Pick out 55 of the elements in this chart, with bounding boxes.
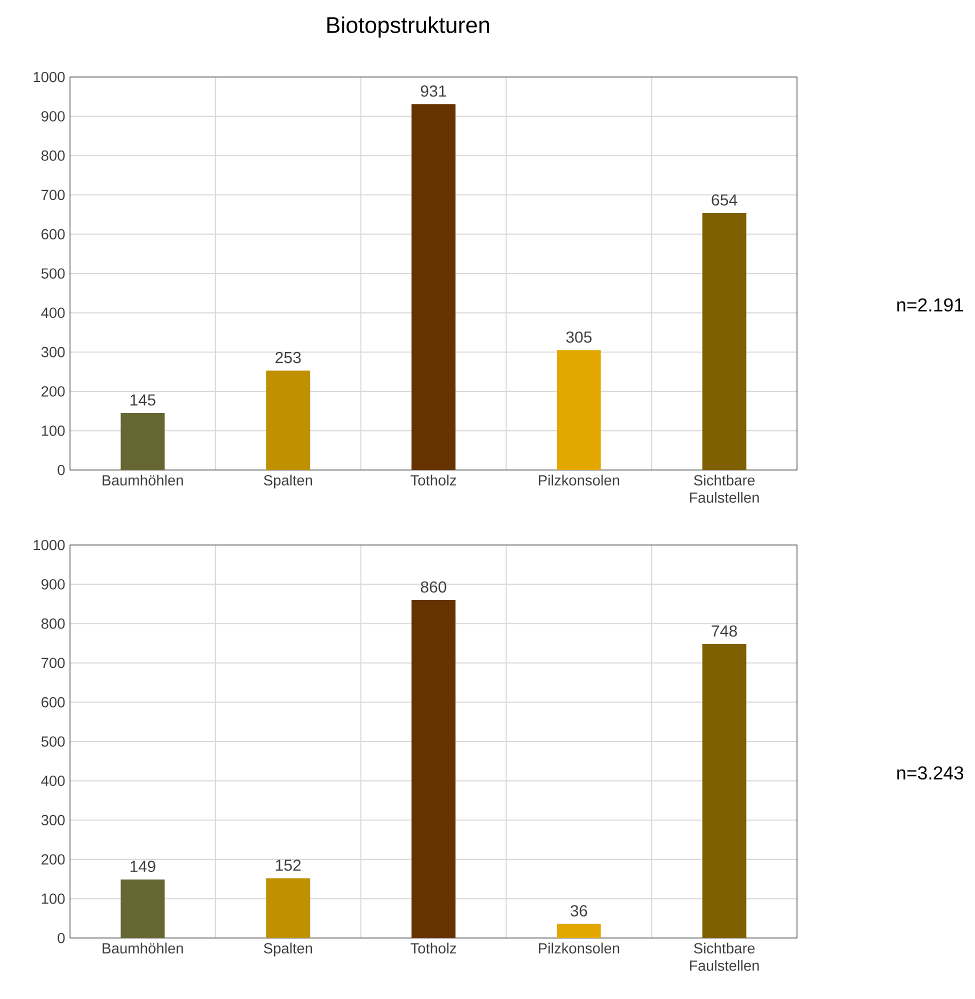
data-label: 149 [130, 860, 156, 872]
y-tick-label: 700 [42, 658, 65, 668]
y-tick-label: 0 [58, 932, 65, 944]
data-label: 145 [130, 394, 156, 406]
y-tick-label: 200 [42, 386, 65, 397]
bar [120, 879, 165, 938]
y-tick-label: 100 [42, 894, 65, 904]
x-tick-label: Pilzkonsolen [538, 942, 620, 954]
bar [702, 212, 746, 470]
y-tick-label: 800 [41, 150, 65, 161]
x-tick-label: Pilzkonsolen [538, 474, 620, 486]
y-tick-label: 400 [41, 308, 65, 318]
x-tick-label: Spalten [264, 474, 312, 488]
y-tick-label: 600 [42, 697, 65, 708]
data-label: 253 [276, 352, 301, 364]
chart-title: Biotopstrukturen [327, 16, 490, 38]
x-tick-label: Baumhöhlen [102, 942, 183, 954]
y-tick-label: 600 [42, 229, 65, 240]
data-label: 860 [420, 581, 446, 593]
x-tick-label: Sichtbare Faulstellen [690, 942, 759, 971]
bar [412, 600, 456, 938]
y-tick-label: 400 [41, 776, 65, 786]
y-tick-label: 700 [42, 190, 65, 200]
bar [556, 924, 601, 938]
y-tick-label: 500 [41, 268, 65, 279]
bar [120, 413, 165, 470]
y-tick-label: 500 [41, 736, 65, 747]
x-tick-label: Sichtbare Faulstellen [690, 474, 759, 503]
bar [266, 370, 310, 470]
y-tick-label: 0 [58, 464, 65, 476]
x-tick-label: Totholz [410, 942, 456, 954]
text: n=2.191 [897, 298, 964, 312]
bar [266, 878, 310, 938]
x-tick-label: Baumhöhlen [102, 474, 183, 486]
x-tick-label: Spalten [264, 942, 312, 956]
data-label: 931 [420, 85, 446, 97]
x-tick-label: Totholz [410, 474, 456, 486]
data-label: 152 [276, 860, 301, 871]
data-label: 36 [570, 905, 588, 916]
data-label: 305 [566, 331, 592, 343]
y-tick-label: 900 [42, 111, 65, 122]
data-label: 748 [712, 625, 737, 637]
bar [412, 104, 456, 470]
data-label: 654 [712, 194, 738, 206]
y-tick-label: 200 [42, 854, 65, 865]
y-tick-label: 300 [41, 814, 65, 826]
y-tick-label: 100 [42, 426, 65, 436]
bar [702, 644, 746, 938]
y-tick-label: 1000 [34, 540, 65, 550]
y-tick-label: 800 [41, 618, 65, 629]
text: n=3.243 [897, 766, 964, 780]
y-tick-label: 900 [42, 579, 65, 590]
bar [556, 350, 601, 470]
y-tick-label: 1000 [34, 72, 65, 82]
y-tick-label: 300 [41, 346, 65, 358]
